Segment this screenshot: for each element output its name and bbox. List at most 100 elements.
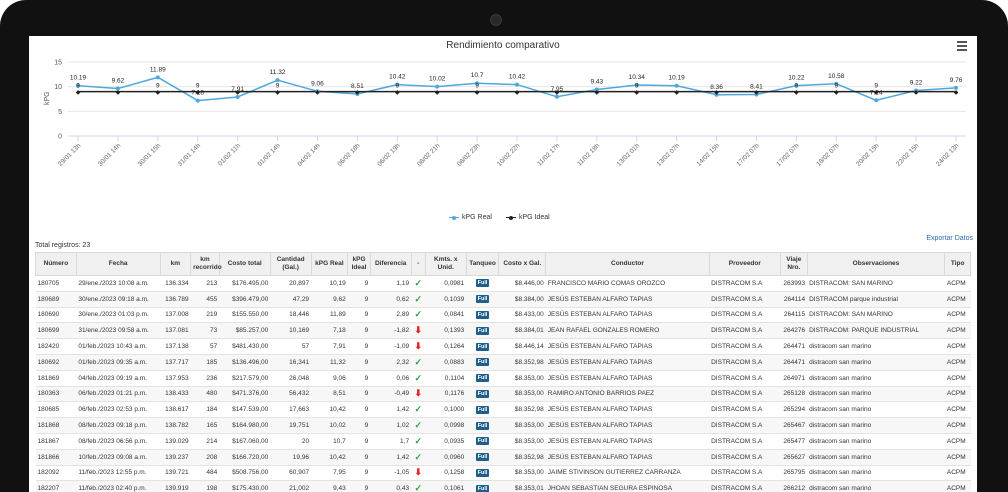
- table-cell: DISTRACOM parque industrial: [807, 291, 945, 308]
- table-cell: 181869: [35, 370, 77, 387]
- table-row[interactable]: 180363 06/feb./2023 01:21 p.m. 138.433 480 $…: [35, 386, 971, 403]
- x-tick-label: 08/02 23h: [456, 142, 482, 168]
- column-header[interactable]: -: [410, 252, 426, 276]
- table-cell: 9: [347, 449, 371, 466]
- table-row[interactable]: 180699 31/ene./2023 09:58 a.m. 137.081 73 $8…: [35, 322, 971, 340]
- column-header[interactable]: Número: [35, 252, 77, 276]
- data-point-ideal: ◆: [76, 90, 81, 96]
- column-header[interactable]: kPG Ideal: [347, 252, 371, 276]
- table-cell: JESÚS ESTEBAN ALFARO TAPIAS: [545, 449, 710, 466]
- column-header[interactable]: Conductor: [545, 252, 710, 276]
- column-header[interactable]: Viaje Nro.: [780, 252, 808, 276]
- table-cell: 265294: [780, 401, 808, 419]
- table-row[interactable]: 181866 10/feb./2023 09:08 a.m. 139.237 208 $…: [35, 449, 971, 466]
- table-cell: 9: [347, 291, 371, 308]
- table-cell: 10,19: [311, 275, 348, 292]
- data-label: 9: [834, 83, 838, 90]
- table-cell: 9: [347, 322, 371, 340]
- data-label: 10.7: [471, 72, 484, 79]
- data-label: 10.42: [389, 74, 406, 81]
- check-icon: ✓: [411, 401, 426, 419]
- column-header[interactable]: km recorrido: [190, 252, 222, 276]
- data-label: 8.36: [710, 84, 723, 91]
- column-header[interactable]: Diferencia: [369, 252, 412, 276]
- data-point-real: [874, 98, 879, 103]
- x-tick-label: 17/02 07h: [775, 142, 801, 168]
- table-row[interactable]: 181867 08/feb./2023 06:56 p.m. 139.029 214 $…: [35, 433, 971, 450]
- table-row[interactable]: 182207 11/feb./2023 02:40 p.m. 139.919 198 $…: [35, 480, 971, 492]
- table-cell: JAIME STIVINSON GUTIERREZ CARRANZA: [545, 465, 710, 482]
- column-header[interactable]: Kmts. x Unid.: [424, 252, 467, 276]
- column-header[interactable]: kPG Real: [310, 252, 349, 276]
- x-tick-label: 13/02 01h: [616, 142, 642, 168]
- table-row[interactable]: 180692 01/feb./2023 09:35 a.m. 137.717 185 $…: [35, 354, 971, 371]
- data-label: 10.42: [509, 74, 526, 81]
- x-tick-label: 13/02 07h: [656, 142, 682, 168]
- data-label: 9.76: [950, 77, 963, 84]
- table-cell: 181867: [35, 433, 77, 450]
- export-data-link[interactable]: Exportar Datos: [926, 235, 973, 242]
- table-cell: 10,42: [311, 449, 348, 466]
- table-cell: distracom san marino: [807, 354, 945, 371]
- table-header-row: Número Fecha km km recorrido Costo total Cant…: [35, 252, 971, 276]
- table-cell: distracom san marino: [807, 465, 945, 482]
- data-point-real: [76, 83, 80, 88]
- data-label: 11.89: [150, 66, 166, 73]
- table-cell: 9: [347, 338, 371, 355]
- column-header[interactable]: Tipo: [944, 252, 971, 276]
- column-header[interactable]: Costo x Gal.: [498, 252, 547, 276]
- table-cell: 9: [347, 386, 371, 403]
- column-header[interactable]: km: [159, 252, 192, 276]
- table-cell: 180699: [35, 322, 77, 340]
- x-tick-label: 08/02 21h: [416, 142, 442, 168]
- table-row[interactable]: 181869 04/feb./2023 09:19 a.m. 137.953 236 $…: [35, 370, 971, 387]
- table-row[interactable]: 182420 01/feb./2023 10:43 a.m. 137.138 57 $4…: [35, 338, 971, 355]
- table-cell: 180692: [35, 354, 77, 371]
- table-cell: 180705: [35, 275, 77, 292]
- data-label: 9.43: [590, 78, 603, 85]
- column-header[interactable]: Tanqueo: [465, 252, 500, 276]
- table-cell: ACPM: [944, 354, 971, 371]
- column-header[interactable]: Proveedor: [708, 252, 782, 276]
- table-cell: 31/ene./2023 09:58 a.m.: [76, 322, 161, 340]
- data-point-real: [435, 84, 440, 89]
- x-tick-label: 17/02 07h: [735, 142, 761, 168]
- column-header[interactable]: Fecha: [75, 252, 161, 276]
- table-cell: JESÚS ESTEBAN ALFARO TAPIAS: [545, 433, 710, 450]
- table-cell: 06/feb./2023 01:21 p.m.: [76, 386, 161, 403]
- table-cell: 17,663: [270, 401, 312, 419]
- column-header[interactable]: Cantidad (Gal.): [269, 252, 312, 276]
- table-row[interactable]: 180689 30/ene./2023 09:18 a.m. 136.789 455 $…: [35, 291, 971, 308]
- legend-item-ideal[interactable]: kPG Ideal: [505, 214, 550, 221]
- table-cell: 266212: [780, 480, 808, 492]
- x-tick-label: 22/02 15h: [895, 142, 921, 168]
- table-cell: JEAN RAFAEL GONZALES ROMERO: [545, 322, 710, 340]
- data-point-ideal: ◆: [116, 90, 121, 96]
- table-row[interactable]: 180705 29/ene./2023 10:08 a.m. 136.334 213 $…: [35, 275, 971, 292]
- table-cell: 138.433: [160, 386, 191, 403]
- table-cell: 0,1258: [425, 465, 467, 482]
- table-cell: 10,42: [311, 401, 348, 419]
- table-row[interactable]: 182092 11/feb./2023 12:55 p.m. 139.721 484 $…: [35, 465, 971, 482]
- hamburger-menu-icon[interactable]: [957, 41, 967, 51]
- data-point-ideal: ◆: [954, 90, 959, 96]
- table-cell: 26,048: [270, 370, 312, 387]
- data-label: 9: [156, 83, 160, 90]
- data-point-ideal: ◆: [555, 90, 560, 96]
- table-row[interactable]: 181868 08/feb./2023 09:18 p.m. 138.782 165 $…: [35, 417, 971, 434]
- column-header[interactable]: Costo total: [218, 252, 271, 276]
- x-tick-label: 06/02 18h: [336, 142, 362, 168]
- data-point-ideal: ◆: [515, 90, 520, 96]
- table-cell: 265128: [780, 386, 808, 403]
- data-label: 9: [635, 83, 639, 90]
- table-row[interactable]: 180690 30/ene./2023 01:03 p.m. 137.008 219 $…: [35, 307, 971, 324]
- table-cell: 18,446: [270, 307, 312, 324]
- column-header[interactable]: Observaciones: [806, 252, 946, 276]
- table-cell: 181866: [35, 449, 77, 466]
- data-label: 10.19: [70, 75, 87, 82]
- data-label: 9: [276, 83, 280, 90]
- legend-item-real[interactable]: kPG Real: [449, 214, 492, 221]
- data-point-ideal: ◆: [156, 90, 161, 96]
- tanqueo-badge: Full: [466, 307, 499, 324]
- table-row[interactable]: 180685 06/feb./2023 02:53 p.m. 138.617 184 $…: [35, 401, 971, 419]
